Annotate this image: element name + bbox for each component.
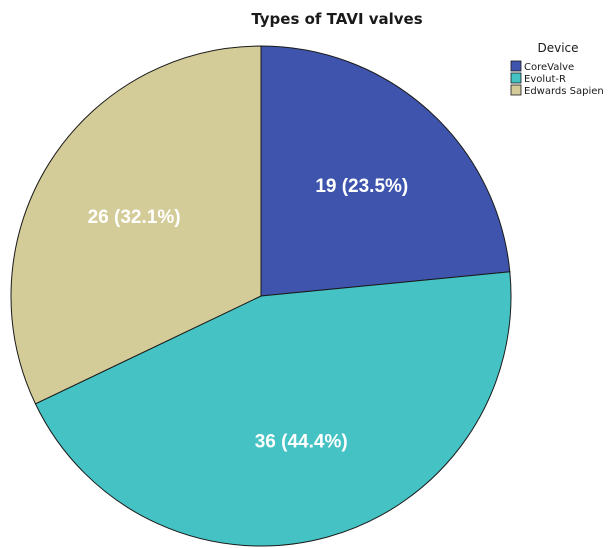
slice-label-edwards-sapien: 26 (32.1%) (88, 207, 181, 228)
legend-swatch-edwards-sapien (510, 84, 522, 96)
legend-title: Device (537, 41, 578, 55)
slice-labels: 19 (23.5%) 36 (44.4%) 26 (32.1%) (88, 176, 409, 453)
pie-slice-evolut-r (34, 271, 512, 547)
pie-slice-corevalve (260, 45, 511, 297)
slice-label-corevalve: 19 (23.5%) (315, 176, 408, 197)
legend-label-corevalve: CoreValve (524, 62, 574, 73)
legend-label-edwards-sapien: Edwards Sapien (524, 86, 604, 97)
legend-label-evolut-r: Evolut-R (524, 74, 566, 85)
chart-title: Types of TAVI valves (251, 10, 422, 28)
legend-swatch-evolut-r (510, 72, 522, 84)
pie-slice-edwards-sapien (10, 45, 262, 405)
slice-label-evolut-r: 36 (44.4%) (255, 432, 348, 453)
pie-slices (10, 45, 512, 547)
legend-swatch-corevalve (510, 60, 522, 72)
